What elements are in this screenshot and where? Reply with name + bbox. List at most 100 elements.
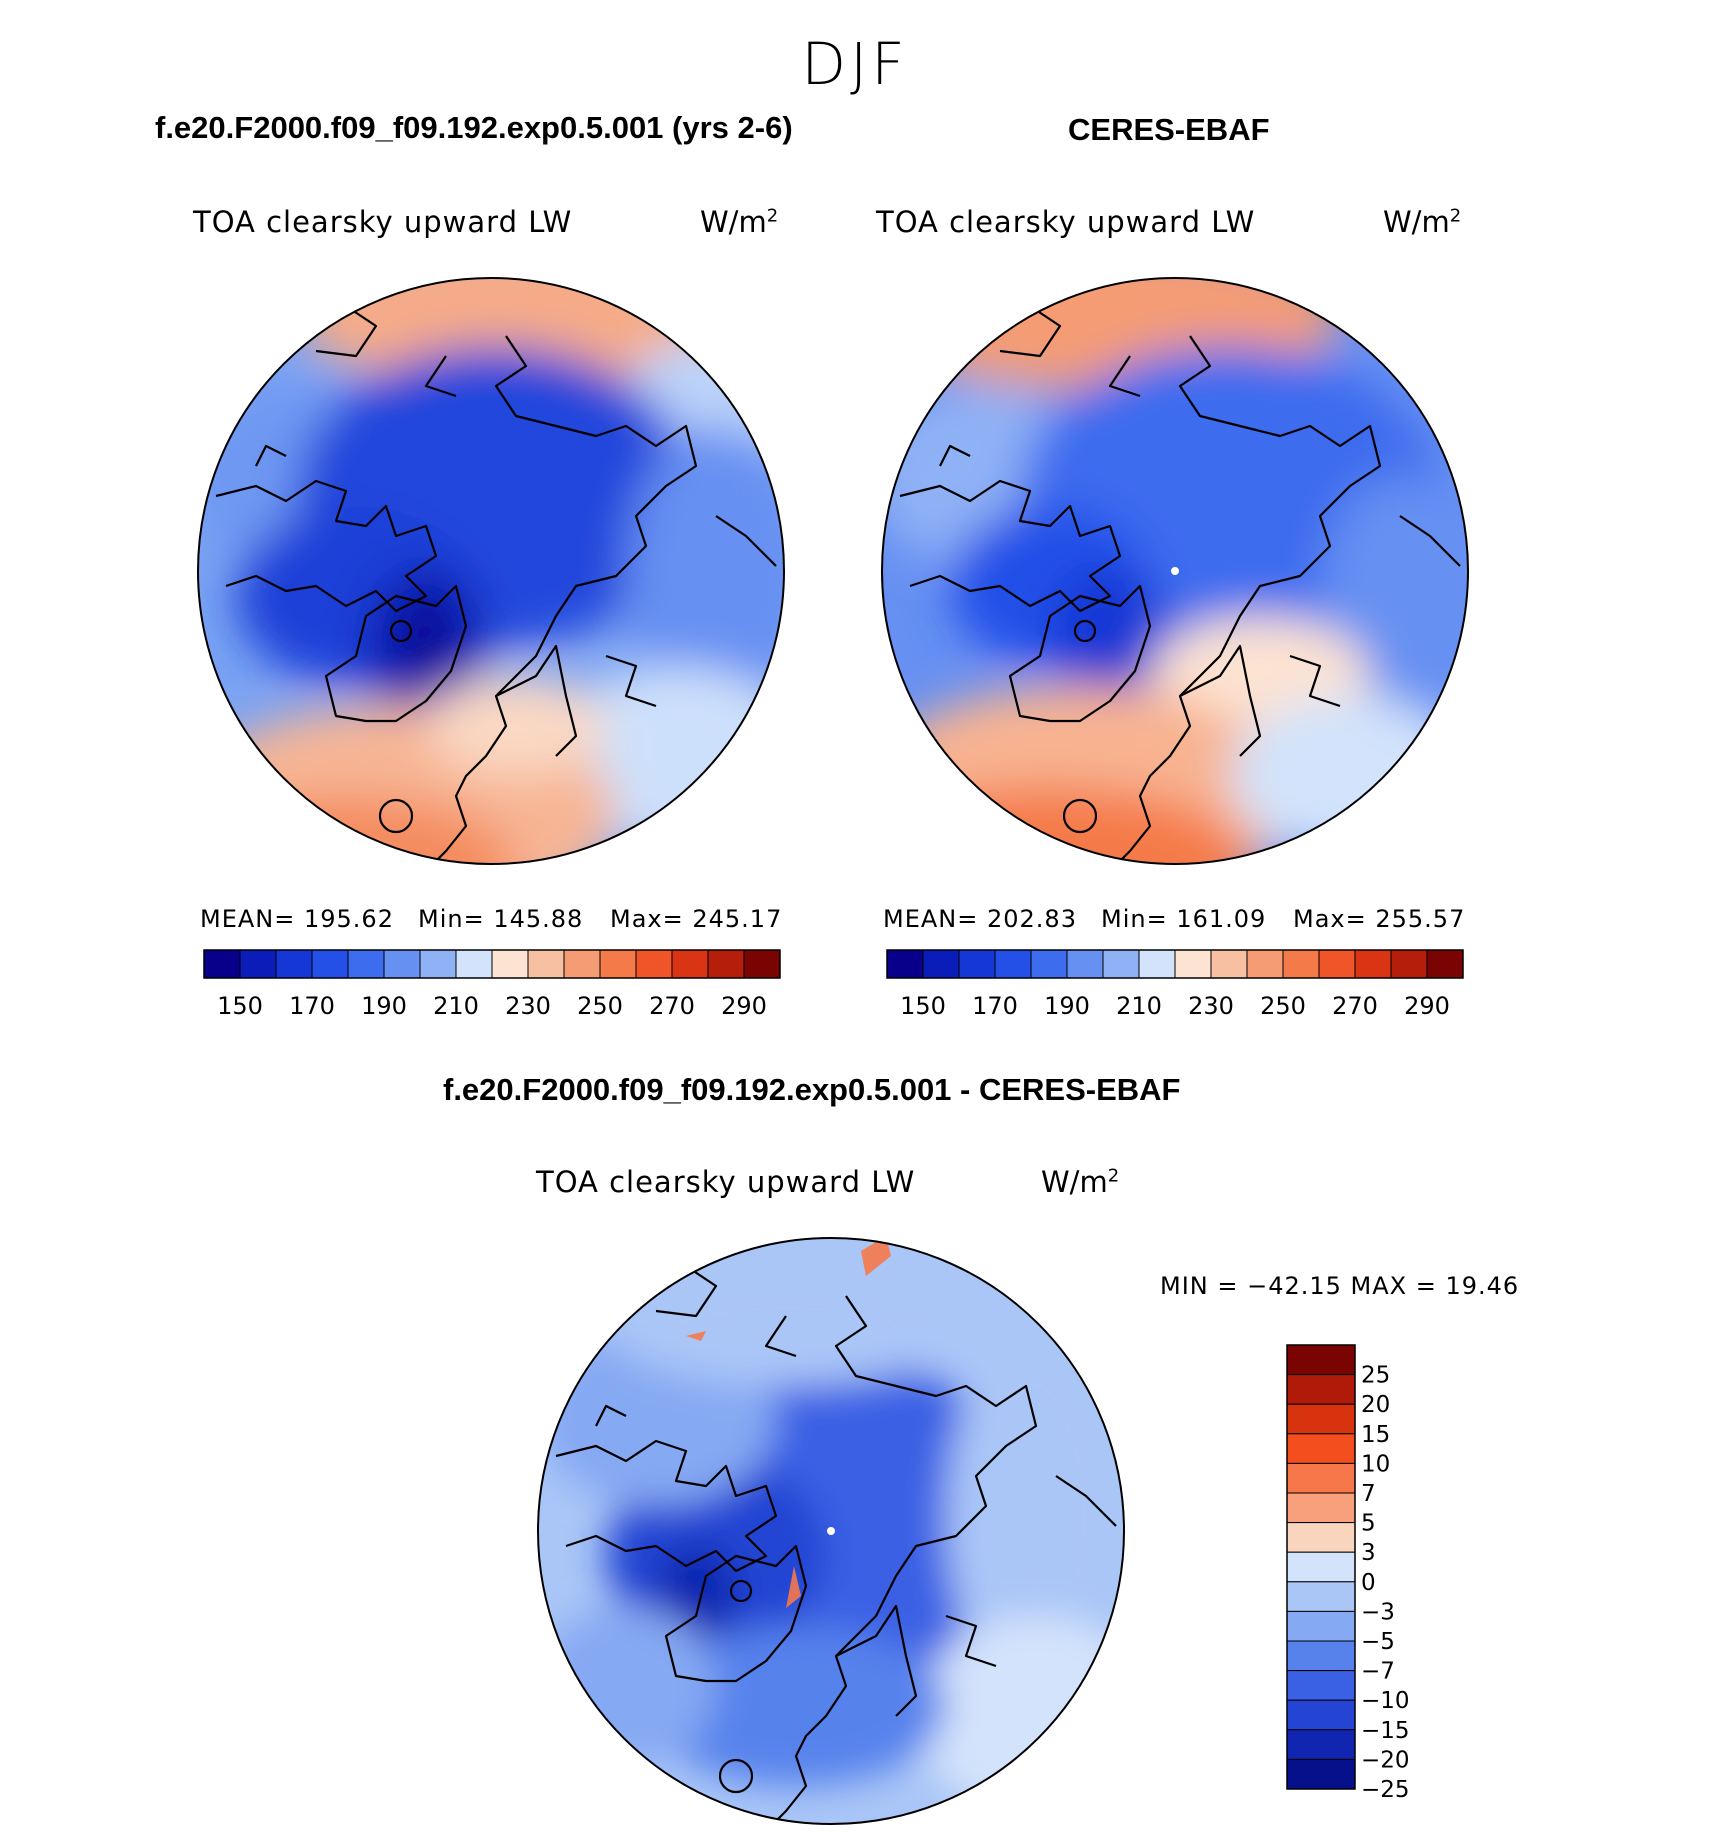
obs-colorbar-tick-label: 230 (1188, 992, 1234, 1020)
model-colorbar-tick-label: 270 (649, 992, 695, 1020)
obs-units: W/m2 (1383, 205, 1462, 239)
model-colorbar-swatch (671, 949, 709, 979)
obs-colorbar-swatch (1246, 949, 1284, 979)
obs-colorbar-swatch (1102, 949, 1140, 979)
obs-colorbar-swatch (1138, 949, 1176, 979)
obs-colorbar-frame (886, 949, 1464, 979)
obs-colorbar-swatch (1390, 949, 1428, 979)
obs-colorbar: 150 170 190 210 230 250 270 290 (886, 949, 1464, 1020)
diff-colorbar-swatch (1286, 1433, 1356, 1464)
obs-panel-title: CERES-EBAF (1068, 112, 1270, 147)
diff-colorbar-tick-label: −7 (1361, 1659, 1395, 1685)
diff-colorbar-tick-label: −3 (1361, 1599, 1395, 1625)
diff-colorbar-swatch (1286, 1462, 1356, 1494)
model-colorbar-tick-label: 230 (505, 992, 551, 1020)
diff-units: W/m2 (1041, 1165, 1120, 1199)
obs-colorbar-tick-label: 290 (1404, 992, 1450, 1020)
obs-max: Max= 255.57 (1293, 905, 1466, 933)
diff-colorbar-tick-label: 0 (1361, 1570, 1376, 1596)
diff-field-name: TOA clearsky upward LW (536, 1165, 916, 1199)
model-colorbar-swatch (743, 949, 781, 979)
diff-colorbar-tick-label: 5 (1361, 1511, 1376, 1537)
model-mean: MEAN= 195.62 (200, 905, 394, 933)
model-colorbar-swatch (311, 949, 349, 979)
diff-colorbar-swatch (1286, 1492, 1356, 1524)
diff-colorbar-tick-label: −10 (1361, 1688, 1410, 1714)
obs-colorbar-swatch (1318, 949, 1356, 979)
obs-mean: MEAN= 202.83 (883, 905, 1077, 933)
model-colorbar-swatch (455, 949, 493, 979)
model-colorbar: 150 170 190 210 230 250 270 290 (203, 949, 781, 1020)
obs-colorbar-swatch (1426, 949, 1464, 979)
diff-colorbar-tick-label: −15 (1361, 1718, 1410, 1744)
model-field-name: TOA clearsky upward LW (193, 205, 573, 239)
diff-colorbar-swatch (1286, 1610, 1356, 1642)
diff-colorbar-tick-label: −5 (1361, 1629, 1395, 1655)
obs-colorbar-swatch (958, 949, 996, 979)
model-colorbar-swatch (563, 949, 601, 979)
model-colorbar-swatch (599, 949, 637, 979)
season-title: DJF (801, 30, 909, 98)
diff-colorbar-swatch (1286, 1581, 1356, 1612)
diff-colorbar-swatch (1286, 1699, 1356, 1731)
model-colorbar-tick-label: 150 (217, 992, 263, 1020)
diff-polar-map (537, 1237, 1125, 1825)
diff-colorbar-tick-label: 25 (1361, 1363, 1390, 1389)
model-colorbar-tick-label: 210 (433, 992, 479, 1020)
model-panel-title: f.e20.F2000.f09_f09.192.exp0.5.001 (yrs … (155, 110, 793, 145)
diff-colorbar-tick-label: 3 (1361, 1540, 1376, 1566)
model-colorbar-tick-label: 190 (361, 992, 407, 1020)
model-colorbar-tick-label: 170 (289, 992, 335, 1020)
model-colorbar-swatch (527, 949, 565, 979)
diff-colorbar-tick-label: 10 (1361, 1451, 1390, 1477)
model-polar-map (197, 277, 785, 865)
obs-polar-map (881, 277, 1469, 865)
model-colorbar-swatch (635, 949, 673, 979)
diff-colorbar-tick-label: 15 (1361, 1422, 1390, 1448)
diff-colorbar-tick-label: −25 (1361, 1777, 1410, 1803)
model-colorbar-swatch (491, 949, 529, 979)
model-units: W/m2 (700, 205, 779, 239)
model-colorbar-swatch (707, 949, 745, 979)
diff-colorbar-tick-label: 20 (1361, 1392, 1390, 1418)
diff-colorbar-tick-label: 7 (1361, 1481, 1376, 1507)
obs-min: Min= 161.09 (1101, 905, 1267, 933)
diff-min-max: MIN = −42.15 MAX = 19.46 (1160, 1272, 1520, 1300)
obs-colorbar-swatch (1282, 949, 1320, 979)
obs-colorbar-swatch (1210, 949, 1248, 979)
obs-colorbar-swatch (1174, 949, 1212, 979)
obs-colorbar-tick-label: 210 (1116, 992, 1162, 1020)
diff-colorbar-swatch (1286, 1403, 1356, 1435)
diff-colorbar-tick-label: −20 (1361, 1747, 1410, 1773)
model-max: Max= 245.17 (610, 905, 783, 933)
model-colorbar-tick-label: 250 (577, 992, 623, 1020)
model-colorbar-swatch (347, 949, 385, 979)
model-colorbar-frame (203, 949, 781, 979)
model-colorbar-tick-label: 290 (721, 992, 767, 1020)
diff-colorbar-swatch (1286, 1640, 1356, 1672)
model-min: Min= 145.88 (418, 905, 584, 933)
diff-colorbar-swatch (1286, 1551, 1356, 1583)
model-colorbar-swatch (383, 949, 421, 979)
obs-colorbar-swatch (1030, 949, 1068, 979)
diff-colorbar: 25 20 15 10 7 5 3 0 −3 −5 −7 −10 −15 −20 −25 (1286, 1344, 1410, 1803)
model-colorbar-swatch (419, 949, 457, 979)
obs-field-name: TOA clearsky upward LW (876, 205, 1256, 239)
model-colorbar-swatch (275, 949, 313, 979)
obs-colorbar-swatch (994, 949, 1032, 979)
diff-colorbar-swatch (1286, 1758, 1356, 1790)
diff-colorbar-frame (1286, 1344, 1356, 1790)
model-colorbar-swatch (239, 949, 277, 979)
obs-colorbar-tick-label: 270 (1332, 992, 1378, 1020)
obs-colorbar-swatch (922, 949, 960, 979)
obs-colorbar-swatch (1354, 949, 1392, 979)
diff-panel-title: f.e20.F2000.f09_f09.192.exp0.5.001 - CER… (443, 1072, 1181, 1107)
diff-colorbar-swatch (1286, 1374, 1356, 1405)
obs-colorbar-swatch (1066, 949, 1104, 979)
obs-colorbar-tick-label: 190 (1044, 992, 1090, 1020)
obs-colorbar-swatch (886, 949, 924, 979)
diff-colorbar-swatch (1286, 1729, 1356, 1760)
obs-colorbar-tick-label: 250 (1260, 992, 1306, 1020)
diff-colorbar-swatch (1286, 1344, 1356, 1376)
obs-colorbar-tick-label: 170 (972, 992, 1018, 1020)
